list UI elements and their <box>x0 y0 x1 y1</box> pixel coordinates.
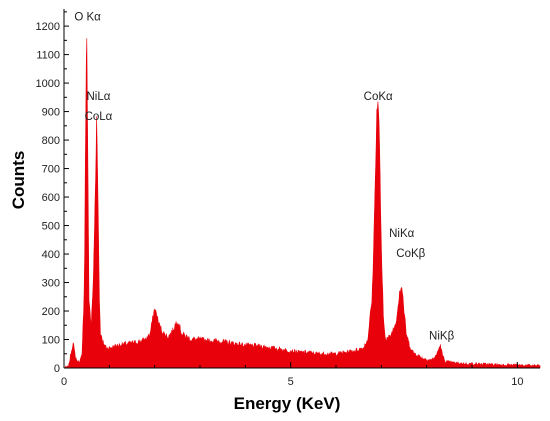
y-tick-label: 1200 <box>36 21 60 33</box>
peak-label: CoKα <box>364 91 393 103</box>
y-tick-label: 100 <box>42 335 60 347</box>
y-tick-label: 300 <box>42 278 60 290</box>
y-tick-label: 1100 <box>36 50 60 62</box>
y-tick-label: 500 <box>42 221 60 233</box>
y-axis-title: Counts <box>9 151 28 210</box>
peak-label: NiKβ <box>429 331 455 343</box>
y-tick-label: 700 <box>42 164 60 176</box>
y-tick-label: 1000 <box>36 78 60 90</box>
plot-layer <box>63 9 541 369</box>
peak-label: NiKα <box>389 228 415 240</box>
x-tick-label: 0 <box>61 376 67 388</box>
y-tick-label: 800 <box>42 135 60 147</box>
x-axis-title: Energy (KeV) <box>234 394 341 413</box>
x-tick-label: 10 <box>511 376 523 388</box>
spectrum-area <box>63 38 541 369</box>
peak-label: O Kα <box>74 11 101 23</box>
peak-label: NiLα <box>87 91 111 103</box>
y-tick-label: 900 <box>42 107 60 119</box>
y-tick-label: 200 <box>42 306 60 318</box>
peak-annotations: O Kα NiLα CoLα CoKα NiKα CoKβ NiKβ <box>74 11 454 342</box>
x-axis-ticks: 0 5 10 <box>61 362 523 388</box>
x-tick-label: 5 <box>288 376 294 388</box>
y-tick-label: 600 <box>42 192 60 204</box>
peak-label: CoKβ <box>396 248 425 260</box>
y-tick-label: 400 <box>42 249 60 261</box>
y-axis-ticks: 0 100 200 300 400 500 600 700 800 900 1000 1100 1200 <box>36 11 69 375</box>
peak-label: CoLα <box>85 111 113 123</box>
y-tick-label: 0 <box>54 363 60 375</box>
